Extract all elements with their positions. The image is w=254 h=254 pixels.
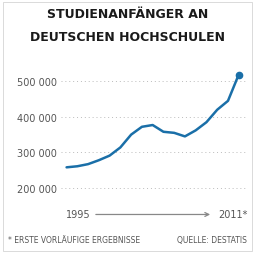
Text: STUDIENANFÄNGER AN: STUDIENANFÄNGER AN	[47, 8, 207, 21]
Text: 1995: 1995	[66, 210, 91, 220]
Text: DEUTSCHEN HOCHSCHULEN: DEUTSCHEN HOCHSCHULEN	[30, 30, 224, 43]
Text: 2011*: 2011*	[217, 210, 246, 220]
Text: * ERSTE VORLÄUFIGE ERGEBNISSE: * ERSTE VORLÄUFIGE ERGEBNISSE	[8, 235, 139, 244]
Text: QUELLE: DESTATIS: QUELLE: DESTATIS	[177, 235, 246, 244]
